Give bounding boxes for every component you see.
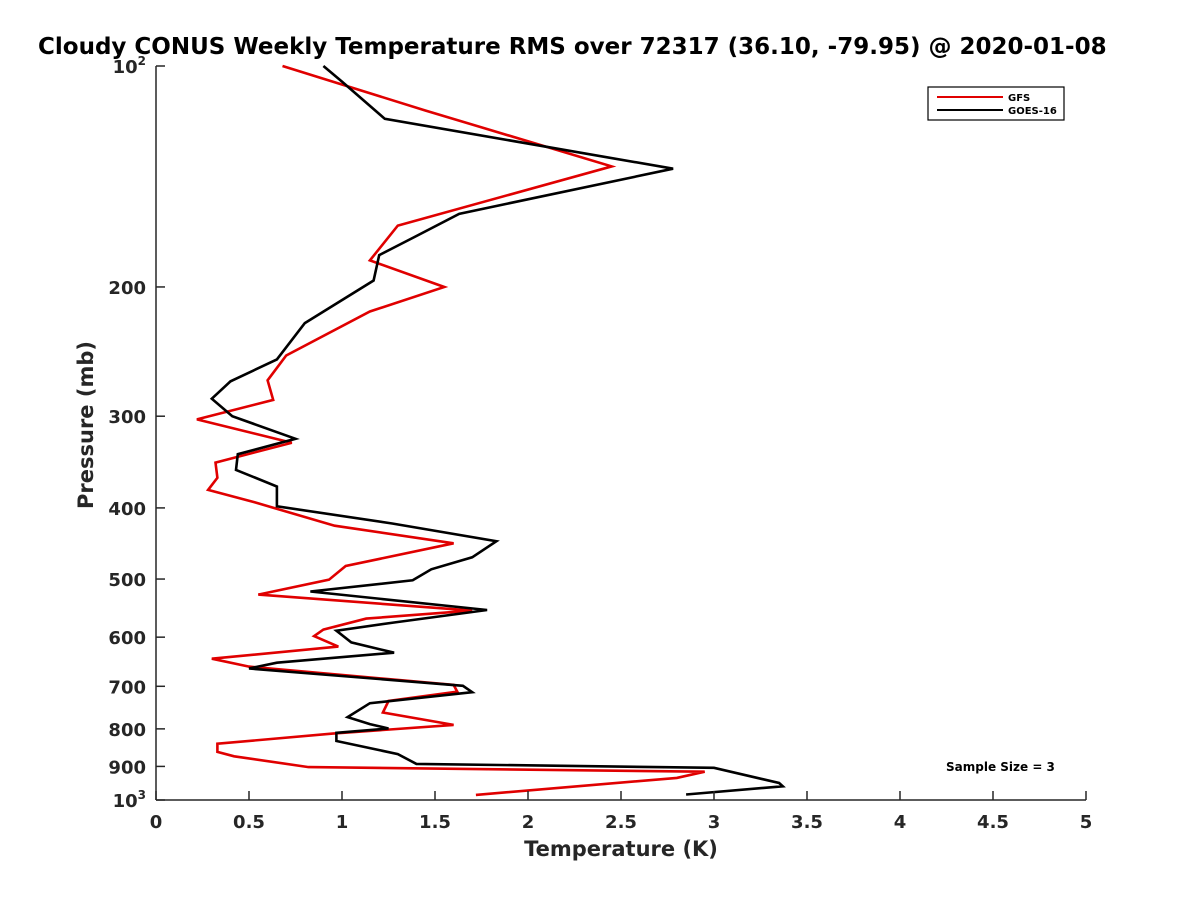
- chart-title: Cloudy CONUS Weekly Temperature RMS over…: [38, 34, 1107, 60]
- x-tick-label: 3.5: [791, 812, 823, 833]
- x-tick-label: 5: [1080, 812, 1093, 833]
- sample-size-annotation: Sample Size = 3: [946, 760, 1055, 774]
- x-tick-label: 4: [894, 812, 907, 833]
- y-tick-label: 400: [108, 499, 146, 520]
- y-tick-label: 500: [108, 570, 146, 591]
- series-layer: [196, 64, 786, 797]
- x-tick-label: 2: [522, 812, 535, 833]
- x-tick-label: 2.5: [605, 812, 637, 833]
- y-tick-label: 103: [113, 788, 146, 812]
- y-tick-label: 200: [108, 278, 146, 299]
- legend-label-goes16: GOES-16: [1008, 106, 1057, 117]
- legend-box: [927, 86, 1065, 121]
- y-axis-ticks: 102 200 300 400 500 600 700 800 900 103: [108, 54, 165, 812]
- plot-area: 0 0.5 1 1.5 2 2.5 3 3.5 4 4.5 5 102 200 300 400 500 600…: [108, 54, 1092, 833]
- y-tick-label: 900: [108, 757, 146, 778]
- x-tick-label: 1: [336, 812, 349, 833]
- y-axis-label: Pressure (mb): [74, 341, 98, 509]
- x-tick-label: 4.5: [977, 812, 1009, 833]
- series-line-goes16: [209, 65, 786, 796]
- legend: GFS GOES-16: [927, 86, 1065, 121]
- y-tick-label: 300: [108, 407, 146, 428]
- legend-label-gfs: GFS: [1008, 93, 1030, 104]
- x-tick-label: 0.5: [233, 812, 265, 833]
- x-tick-label: 1.5: [419, 812, 451, 833]
- x-axis-ticks: 0 0.5 1 1.5 2 2.5 3 3.5 4 4.5 5: [150, 791, 1093, 833]
- series-line-gfs: [196, 64, 705, 797]
- y-tick-label: 700: [108, 677, 146, 698]
- y-tick-label: 102: [113, 54, 146, 78]
- x-tick-label: 3: [708, 812, 721, 833]
- x-tick-label: 0: [150, 812, 163, 833]
- x-axis-label: Temperature (K): [524, 837, 718, 861]
- y-tick-label: 600: [108, 628, 146, 649]
- y-tick-label: 800: [108, 720, 146, 741]
